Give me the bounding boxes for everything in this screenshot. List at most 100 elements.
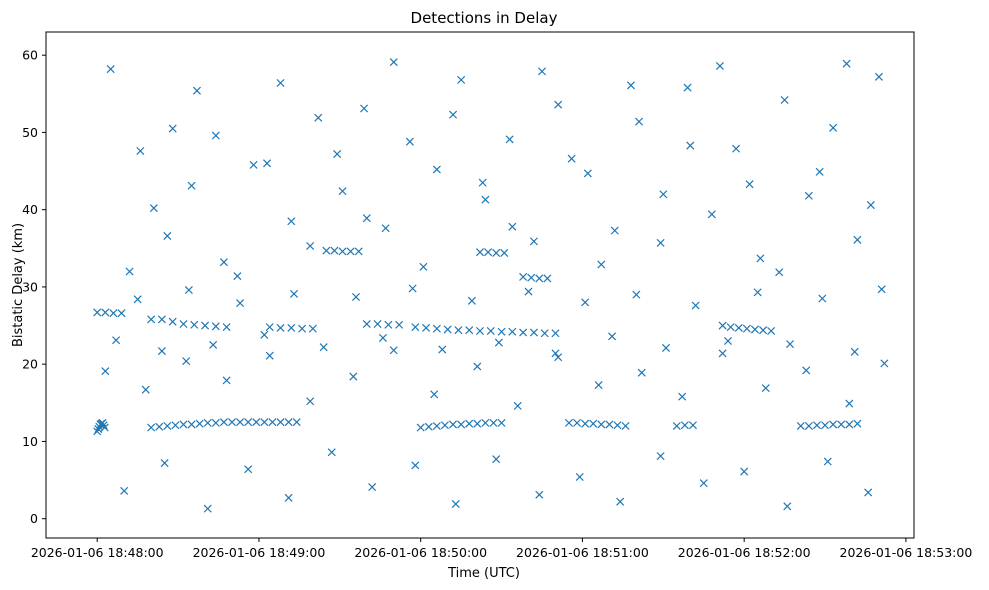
- data-point: [551, 349, 560, 358]
- data-point: [866, 201, 875, 210]
- data-point: [688, 421, 697, 430]
- data-point: [284, 418, 293, 427]
- data-point: [759, 326, 768, 335]
- data-point: [780, 95, 789, 105]
- data-point: [179, 319, 188, 329]
- data-point: [877, 285, 886, 294]
- data-point: [465, 419, 474, 428]
- plot-area: [45, 31, 915, 539]
- data-point: [289, 289, 299, 298]
- data-point: [626, 81, 635, 90]
- data-point: [351, 292, 361, 301]
- data-point: [100, 423, 109, 432]
- data-point: [554, 100, 563, 109]
- data-point: [478, 178, 487, 187]
- data-point: [581, 298, 590, 307]
- y-axis-title: Bistatic Delay (km): [11, 223, 26, 347]
- data-point: [473, 362, 482, 371]
- data-point: [715, 61, 724, 71]
- data-point: [101, 367, 110, 376]
- data-point: [268, 418, 277, 427]
- data-point: [117, 309, 126, 318]
- data-point: [233, 272, 242, 281]
- data-point: [581, 419, 590, 428]
- data-point: [842, 59, 851, 68]
- data-point: [360, 104, 369, 113]
- data-point: [432, 324, 441, 333]
- data-point: [330, 246, 339, 255]
- data-point: [494, 338, 503, 347]
- data-point: [756, 254, 765, 263]
- data-point: [783, 502, 792, 511]
- data-point: [190, 320, 199, 329]
- data-point: [284, 493, 293, 502]
- data-point: [524, 287, 533, 296]
- data-point: [99, 421, 108, 430]
- data-point: [222, 376, 231, 385]
- data-point: [292, 418, 301, 427]
- data-point: [691, 301, 700, 310]
- x-axis-title: Time (UTC): [447, 566, 520, 581]
- data-point: [440, 421, 449, 430]
- data-point: [659, 190, 668, 199]
- data-point: [362, 214, 371, 223]
- data-point: [686, 141, 695, 150]
- data-point: [430, 390, 439, 399]
- data-point: [211, 322, 220, 331]
- data-point: [635, 117, 644, 126]
- x-tick-label: 2026-01-06 18:52:00: [678, 545, 811, 560]
- data-point: [481, 418, 490, 427]
- data-point: [573, 418, 582, 427]
- data-point: [505, 135, 514, 144]
- data-point: [244, 418, 253, 427]
- data-point: [699, 479, 708, 488]
- data-point: [306, 241, 315, 251]
- data-point: [467, 296, 476, 305]
- data-point: [133, 295, 142, 304]
- data-point: [94, 425, 103, 434]
- data-point: [203, 504, 212, 513]
- data-point: [829, 123, 838, 132]
- data-point: [112, 336, 121, 345]
- data-point: [163, 421, 172, 431]
- data-point: [527, 273, 536, 282]
- data-point: [443, 325, 452, 334]
- data-point: [540, 329, 549, 338]
- data-point: [613, 421, 622, 430]
- data-point: [157, 315, 166, 324]
- data-point: [265, 351, 274, 360]
- data-point: [252, 418, 261, 427]
- x-axis-ticks: 2026-01-06 18:48:00 2026-01-06 18:49:00 20…: [31, 538, 972, 560]
- data-point: [276, 418, 285, 427]
- data-point: [244, 465, 253, 474]
- data-point: [308, 324, 317, 333]
- data-point: [597, 420, 606, 429]
- y-tick-label: 60: [22, 48, 38, 63]
- data-point: [750, 325, 759, 334]
- data-point: [519, 272, 528, 281]
- data-point: [707, 210, 716, 219]
- data-point: [500, 248, 509, 257]
- data-point: [184, 285, 193, 295]
- data-point: [106, 65, 115, 74]
- data-point: [775, 268, 784, 277]
- data-point: [378, 333, 387, 342]
- data-point: [812, 421, 821, 430]
- data-point: [632, 290, 641, 299]
- data-point: [608, 332, 617, 341]
- data-point: [219, 258, 228, 267]
- y-axis-ticks: 0 10 20 30 40 50 60: [22, 48, 46, 526]
- data-point: [438, 345, 447, 354]
- data-point: [451, 499, 460, 509]
- data-point: [678, 392, 687, 401]
- data-point: [492, 455, 501, 464]
- data-point: [785, 340, 795, 349]
- data-point: [508, 222, 517, 231]
- data-point: [287, 217, 296, 226]
- data-point: [680, 421, 689, 430]
- data-point: [187, 181, 196, 190]
- data-point: [583, 169, 592, 178]
- y-tick-label: 20: [22, 357, 38, 372]
- data-point: [656, 238, 665, 247]
- data-point: [276, 78, 285, 88]
